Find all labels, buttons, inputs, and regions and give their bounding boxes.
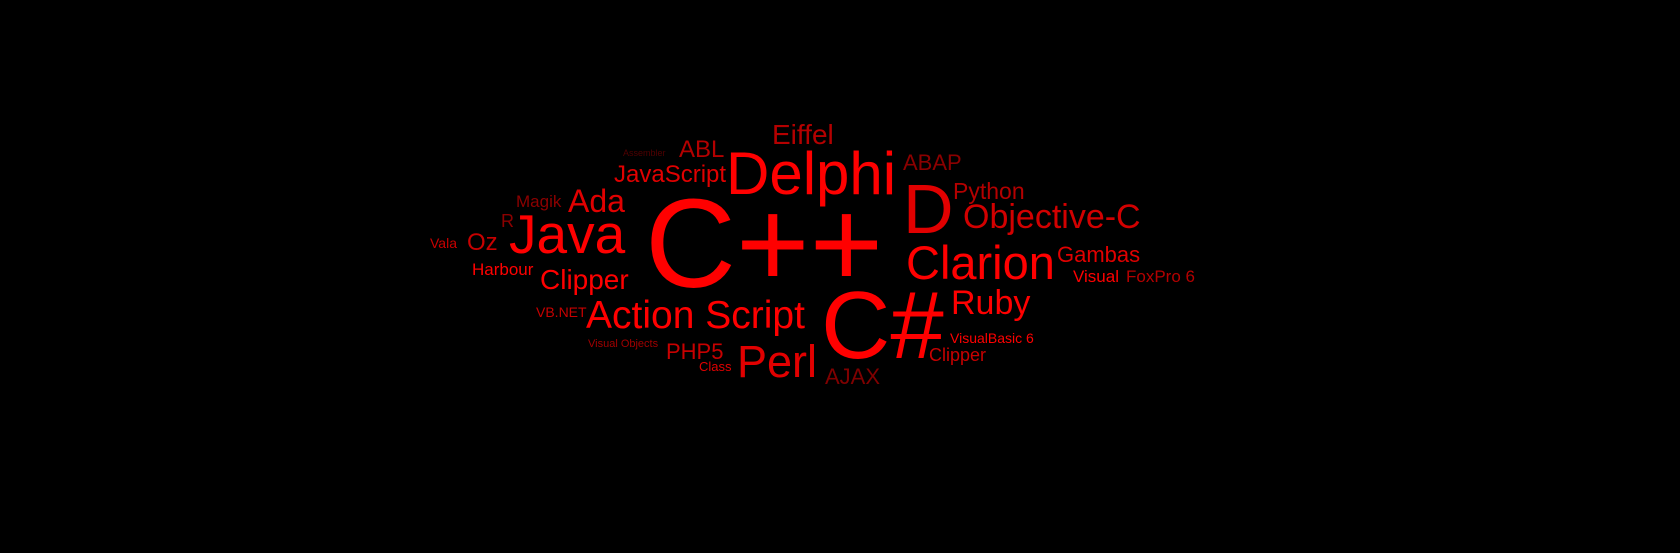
word-visualbasic: VisualBasic 6 bbox=[950, 330, 1034, 346]
word-delphi: Delphi bbox=[726, 140, 897, 207]
word-csharp: C# bbox=[821, 272, 944, 379]
word-vbnet: VB.NET bbox=[536, 304, 587, 320]
word-javascript: JavaScript bbox=[614, 161, 727, 188]
word-assembler: Assembler bbox=[623, 148, 666, 158]
word-r: R bbox=[501, 211, 514, 231]
word-vala: Vala bbox=[430, 235, 457, 251]
word-clipper-2: Clipper bbox=[929, 345, 987, 365]
word-visual: Visual bbox=[1073, 267, 1119, 286]
word-action-script: Action Script bbox=[586, 294, 805, 337]
word-clarion: Clarion bbox=[906, 236, 1055, 289]
word-foxpro: FoxPro 6 bbox=[1126, 267, 1195, 286]
word-abap: ABAP bbox=[903, 150, 962, 175]
word-eiffel: Eiffel bbox=[772, 119, 834, 150]
word-python: Python bbox=[953, 178, 1025, 204]
word-php5: PHP5 bbox=[666, 339, 724, 364]
word-ruby: Ruby bbox=[951, 284, 1031, 322]
word-cpp: C++ bbox=[645, 173, 884, 314]
word-ada: Ada bbox=[568, 183, 625, 219]
word-oz: Oz bbox=[467, 229, 498, 256]
word-objective-c: Objective-C bbox=[963, 198, 1141, 236]
word-gambas: Gambas bbox=[1057, 242, 1141, 267]
word-java: Java bbox=[509, 203, 626, 265]
word-clipper-1: Clipper bbox=[540, 264, 629, 295]
word-perl: Perl bbox=[737, 336, 818, 387]
word-visual-objects: Visual Objects bbox=[588, 338, 659, 350]
word-abl: ABL bbox=[679, 136, 725, 163]
word-d: D bbox=[903, 170, 954, 248]
word-class: Class bbox=[699, 359, 732, 374]
word-harbour: Harbour bbox=[472, 260, 534, 279]
word-ajax: AJAX bbox=[825, 364, 881, 389]
word-magik: Magik bbox=[516, 192, 562, 211]
